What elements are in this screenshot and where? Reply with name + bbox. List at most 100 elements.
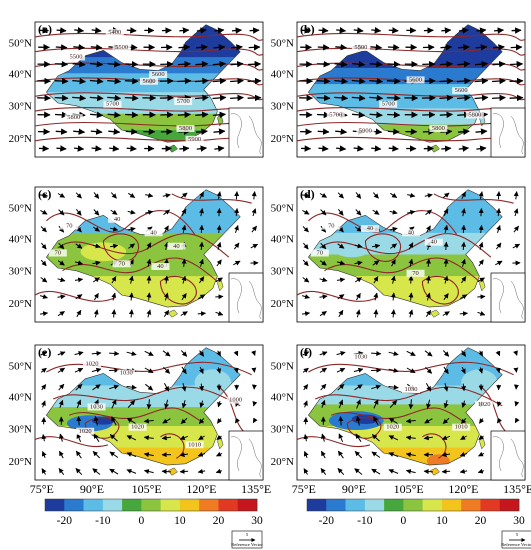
wind-arrow [387, 111, 401, 119]
wind-arrow [233, 350, 239, 357]
wind-arrow [124, 77, 139, 85]
wind-arrow [215, 468, 223, 474]
wind-arrow [354, 384, 363, 391]
wind-arrow [460, 417, 467, 424]
wind-arrow [319, 192, 328, 198]
wind-arrow [251, 191, 257, 200]
contour-label: 1020 [79, 428, 92, 435]
wind-arrow [57, 310, 65, 317]
wind-arrow [443, 275, 449, 284]
wind-arrow [496, 417, 502, 424]
wind-arrow [456, 77, 471, 85]
wind-arrow [386, 77, 401, 85]
wind-arrow [127, 226, 136, 232]
wind-arrow [145, 192, 154, 198]
wind-arrow [460, 366, 466, 374]
wind-arrow [388, 469, 399, 474]
contour-label: 40 [408, 229, 415, 236]
wind-arrow [230, 94, 244, 102]
wind-arrow [216, 224, 222, 234]
contour-label: 1020 [477, 401, 490, 408]
wind-arrow [127, 400, 136, 408]
map-panel-4: 70 40 40 70 40 70 (d) [296, 186, 526, 323]
wind-arrow [354, 243, 363, 249]
wind-arrow [251, 367, 257, 373]
wind-arrow [59, 433, 64, 442]
wind-arrow [199, 400, 205, 408]
wind-arrow [442, 350, 450, 357]
colorbar-tick-label: 20 [475, 515, 487, 527]
wind-arrow [354, 226, 362, 232]
wind-arrow [58, 467, 65, 475]
wind-arrow [181, 400, 187, 409]
wind-arrow [425, 383, 432, 392]
wind-arrow [212, 77, 227, 85]
colorbar-swatch [160, 499, 181, 511]
colorbar-swatch [237, 499, 258, 511]
wind-arrow [163, 292, 169, 301]
wind-arrow [109, 468, 119, 475]
wind-arrow [163, 209, 170, 216]
wind-arrow [76, 208, 82, 216]
wind-arrow [351, 77, 366, 85]
wind-arrow [92, 384, 101, 391]
wind-arrow [214, 27, 225, 34]
colorbar-swatch [384, 499, 404, 511]
wind-arrow [372, 192, 379, 199]
contour-label: 70 [118, 260, 125, 267]
wind-arrow [163, 275, 169, 284]
wind-arrow [252, 417, 258, 424]
contour-label: 5800 [179, 125, 192, 132]
wind-arrow [91, 367, 102, 373]
wind-arrow [216, 350, 222, 357]
longitude-label: 105°E [394, 482, 424, 496]
wind-arrow [92, 243, 101, 249]
latitude-label: 20°N [9, 298, 32, 310]
wind-arrow [181, 383, 187, 392]
wind-arrow [90, 111, 104, 119]
wind-arrow [251, 350, 256, 356]
wind-arrow [75, 243, 83, 249]
wind-arrow [181, 293, 187, 301]
wind-arrow [388, 417, 398, 425]
wind-arrow [354, 468, 363, 475]
contour-label: 1030 [90, 403, 103, 410]
wind-arrow [41, 384, 47, 391]
wind-arrow [199, 191, 204, 200]
wind-arrow [425, 309, 432, 317]
colorbar-swatch [499, 499, 520, 511]
reference-vector-magnitude: 5 [516, 532, 519, 537]
wind-arrow [372, 243, 381, 249]
wind-arrow [181, 258, 187, 267]
wind-arrow [303, 242, 309, 250]
wind-arrow [390, 292, 396, 301]
contour-label: 1010 [188, 441, 201, 448]
wind-arrow [373, 309, 379, 318]
reference-vector-magnitude: 5 [246, 532, 249, 537]
wind-arrow [389, 209, 398, 215]
wind-arrow [369, 94, 384, 102]
wind-arrow [196, 145, 208, 152]
latitude-label: 50°N [271, 360, 294, 372]
wind-arrow [389, 400, 398, 408]
wind-arrow [495, 367, 501, 374]
wind-arrow [234, 191, 240, 200]
wind-arrow [439, 60, 453, 68]
wind-arrow [234, 225, 239, 233]
wind-arrow [128, 243, 136, 249]
wind-arrow [424, 418, 433, 424]
wind-arrow [91, 145, 102, 152]
wind-arrow [405, 452, 416, 458]
wind-arrow [317, 60, 331, 68]
wind-arrow [317, 44, 330, 51]
wind-arrow [194, 94, 209, 102]
wind-arrow [302, 367, 309, 373]
wind-arrow [127, 209, 136, 215]
wind-arrow [513, 367, 519, 373]
wind-arrow [247, 60, 262, 68]
wind-arrow [179, 452, 189, 458]
wind-arrow [93, 415, 99, 426]
wind-arrow [247, 94, 262, 102]
wind-arrow [351, 94, 366, 102]
wind-arrow [144, 350, 154, 356]
